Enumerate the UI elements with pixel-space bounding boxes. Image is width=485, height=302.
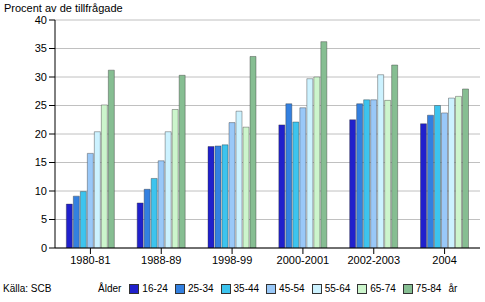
svg-text:35: 35 <box>35 42 47 54</box>
svg-text:2000-2001: 2000-2001 <box>277 254 330 266</box>
svg-text:1980-81: 1980-81 <box>70 254 110 266</box>
html-text:16-24: 16-24 <box>142 283 168 294</box>
html-text:Ålder: Ålder <box>98 283 122 294</box>
svg-text:0: 0 <box>41 242 47 254</box>
svg-text:2002-2003: 2002-2003 <box>347 254 400 266</box>
svg-text:40: 40 <box>35 14 47 26</box>
svg-text:1998-99: 1998-99 <box>212 254 252 266</box>
html-text:45-54: 45-54 <box>279 283 305 294</box>
svg-text:15: 15 <box>35 156 47 168</box>
svg-text:1988-89: 1988-89 <box>141 254 181 266</box>
html-text:Källa: SCB: Källa: SCB <box>3 283 52 294</box>
html-text:35-44: 35-44 <box>233 283 260 294</box>
html-text:65-74: 65-74 <box>370 283 396 294</box>
html-text:25-34: 25-34 <box>187 283 214 294</box>
svg-text:10: 10 <box>35 185 47 197</box>
svg-text:5: 5 <box>41 213 47 225</box>
html-text:55-64: 55-64 <box>324 283 351 294</box>
html-text:år: år <box>448 283 458 294</box>
html-text:Procent av de tillfrågade: Procent av de tillfrågade <box>4 2 123 14</box>
svg-text:2004: 2004 <box>432 254 456 266</box>
svg-text:30: 30 <box>35 71 47 83</box>
svg-text:25: 25 <box>35 99 47 111</box>
html-text:75-84: 75-84 <box>415 283 442 294</box>
svg-text:20: 20 <box>35 128 47 140</box>
